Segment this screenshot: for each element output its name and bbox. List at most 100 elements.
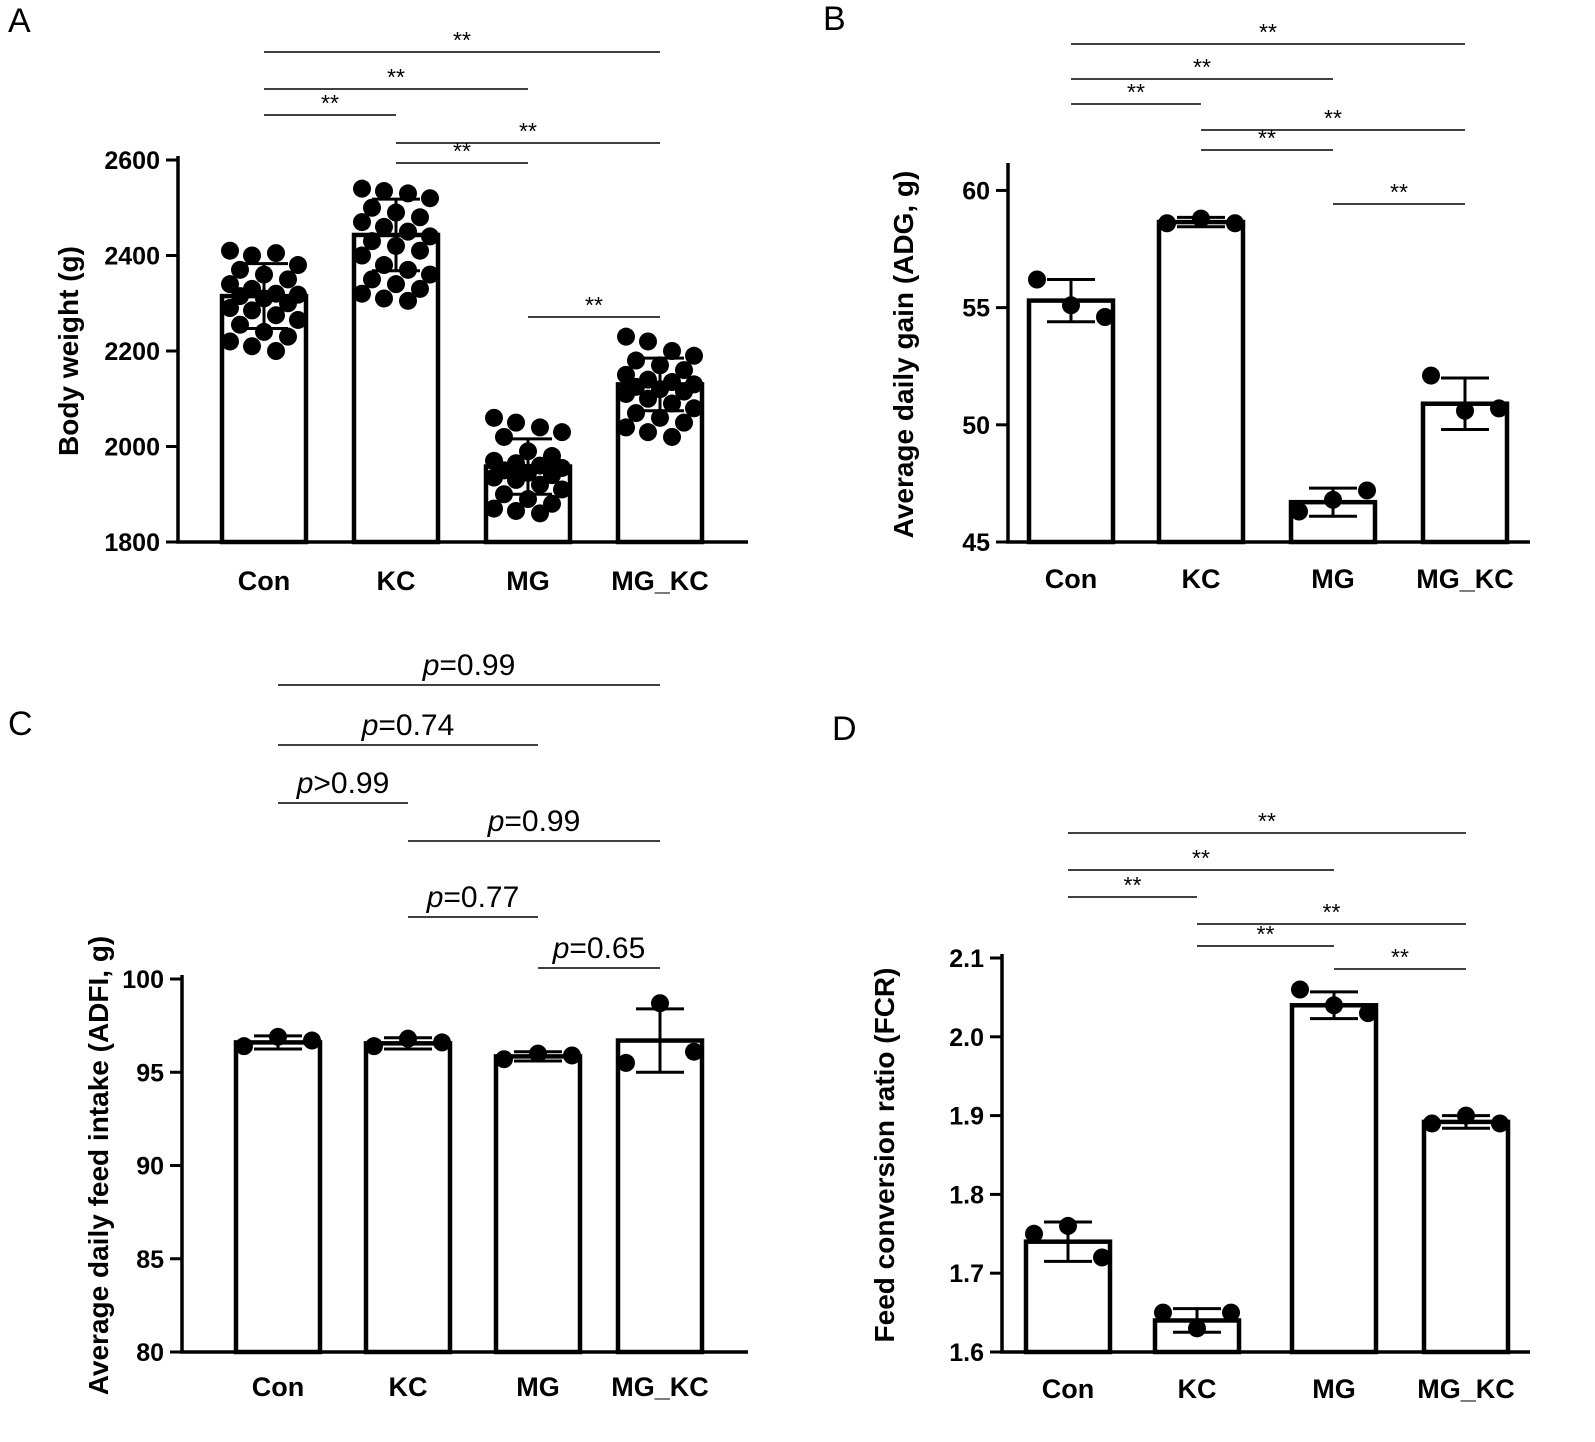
x-category-label: MG_KC	[1416, 564, 1514, 594]
data-point	[675, 413, 693, 432]
data-point	[255, 289, 273, 308]
significance-label: **	[519, 118, 537, 144]
data-point	[363, 198, 381, 217]
data-point	[663, 342, 681, 360]
data-point	[231, 260, 249, 279]
bar-mg	[493, 1054, 583, 1355]
data-point	[411, 241, 429, 260]
y-axis-label: Body weight (g)	[53, 246, 84, 456]
data-point	[627, 404, 645, 423]
significance-label: **	[1193, 54, 1211, 80]
significance-label: **	[1258, 808, 1276, 834]
data-point	[353, 213, 371, 232]
data-point	[639, 332, 657, 351]
y-tick-label: 2400	[104, 243, 160, 271]
data-point	[675, 361, 693, 380]
data-point	[685, 399, 703, 418]
data-point	[1359, 1004, 1377, 1023]
significance-label: **	[1192, 845, 1210, 871]
data-point	[255, 322, 273, 341]
data-point	[1456, 401, 1474, 420]
data-point	[269, 1027, 287, 1046]
p-value-label: p=0.65	[552, 932, 646, 965]
significance-label: **	[1124, 872, 1142, 898]
data-point	[627, 351, 645, 370]
data-point	[651, 380, 669, 399]
data-point	[485, 468, 503, 487]
panel-letter: B	[823, 0, 846, 38]
significance-label: **	[453, 138, 471, 164]
data-point	[507, 413, 525, 432]
data-point	[1062, 296, 1080, 315]
data-point	[531, 475, 549, 494]
bar-mg-kc	[615, 1038, 705, 1355]
significance-label: **	[1259, 19, 1277, 45]
y-tick-label: 1.6	[949, 1339, 984, 1367]
data-point	[553, 480, 571, 499]
y-axis-label: Average daily gain (ADG, g)	[888, 171, 919, 539]
data-point	[353, 179, 371, 198]
y-tick-label: 1.9	[949, 1103, 984, 1131]
x-category-label: MG_KC	[611, 1372, 709, 1402]
data-point	[639, 423, 657, 442]
data-point	[399, 260, 417, 279]
data-point	[495, 1050, 513, 1069]
data-point	[375, 217, 393, 236]
bar-kc	[1156, 219, 1246, 545]
data-point	[617, 327, 635, 346]
bar-mg-kc	[1421, 1119, 1511, 1355]
bar-kc	[363, 1041, 453, 1355]
data-point	[221, 275, 239, 294]
x-category-label: Con	[1045, 564, 1097, 594]
x-category-label: MG_KC	[1417, 1374, 1515, 1404]
data-point	[1325, 996, 1343, 1015]
p-symbol: p	[426, 881, 444, 914]
data-point	[1422, 366, 1440, 385]
p-value-label: p=0.99	[487, 805, 581, 838]
data-point	[651, 408, 669, 427]
data-point	[363, 232, 381, 251]
data-point	[399, 184, 417, 203]
bar-con	[233, 1040, 323, 1355]
y-tick-label: 2600	[104, 147, 160, 175]
data-point	[543, 494, 561, 513]
data-point	[279, 294, 297, 313]
data-point	[1059, 1216, 1077, 1235]
data-point	[651, 356, 669, 375]
significance-label: **	[1324, 105, 1342, 131]
data-point	[375, 289, 393, 308]
y-tick-label: 95	[136, 1059, 164, 1087]
data-point	[663, 427, 681, 446]
data-point	[531, 418, 549, 437]
x-category-label: KC	[389, 1372, 428, 1402]
data-point	[617, 365, 635, 384]
x-category-label: KC	[1178, 1374, 1217, 1404]
data-point	[387, 275, 405, 294]
data-point	[399, 291, 417, 310]
data-point	[231, 287, 249, 306]
y-tick-label: 2.1	[949, 945, 984, 973]
data-point	[255, 265, 273, 284]
data-point	[543, 466, 561, 485]
p-symbol: p	[487, 805, 505, 838]
data-point	[399, 1029, 417, 1048]
data-point	[243, 301, 261, 320]
data-point	[267, 342, 285, 360]
data-point	[375, 256, 393, 275]
data-point	[399, 222, 417, 241]
data-point	[485, 499, 503, 518]
p-value-label: p=0.77	[426, 881, 520, 914]
panel-b: B Average daily gain (ADG, g) 45 50 55 60 Con K…	[823, 0, 1530, 594]
data-point	[411, 279, 429, 298]
panel-letter: C	[8, 705, 33, 743]
data-point	[617, 384, 635, 403]
data-point	[1423, 1114, 1441, 1133]
p-symbol: p	[552, 932, 570, 965]
data-point	[279, 270, 297, 289]
data-point	[495, 427, 513, 446]
significance-label: **	[1323, 899, 1341, 925]
x-category-label: Con	[1042, 1374, 1094, 1404]
data-point	[1028, 270, 1046, 289]
data-point	[507, 470, 525, 489]
